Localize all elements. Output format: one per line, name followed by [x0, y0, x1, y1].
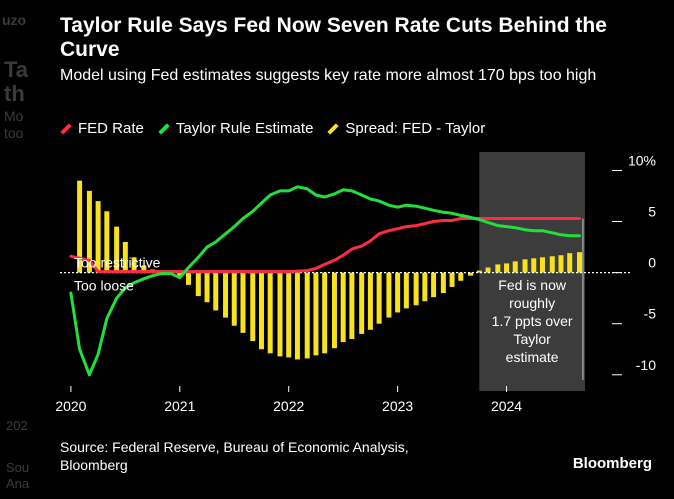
y-tick-label: 5 — [648, 204, 656, 220]
spread-bar — [277, 272, 283, 357]
ghost-subtitle-text: Mo too — [4, 108, 24, 141]
y-tick-label: 10% — [628, 152, 656, 168]
spread-bar — [250, 272, 256, 342]
spread-bar — [331, 272, 337, 349]
spread-bar — [539, 257, 545, 273]
spread-bar — [413, 272, 419, 306]
fed-rate-line — [69, 217, 581, 274]
legend-swatch-fed — [60, 122, 72, 135]
x-tick-label: 2023 — [382, 398, 413, 414]
callout-line: Fed is now — [498, 277, 567, 293]
ghost-tab-text: uzo — [2, 12, 27, 28]
legend-swatch-spread — [327, 122, 340, 135]
spread-bar — [223, 272, 229, 318]
spread-bar — [431, 272, 437, 298]
ghost-axis-text: 202 — [6, 418, 28, 433]
spread-bar — [549, 256, 555, 273]
chart-card: Taylor Rule Says Fed Now Seven Rate Cuts… — [40, 0, 674, 499]
spread-bar — [122, 241, 128, 273]
spread-bar — [340, 272, 346, 343]
spread-bar — [367, 272, 373, 330]
spread-bar — [395, 272, 401, 313]
spread-bar — [422, 272, 428, 302]
legend-label-spread: Spread: FED - Taylor — [345, 120, 486, 137]
spread-bar — [258, 272, 264, 350]
x-tick-label: 2022 — [273, 398, 304, 414]
spread-bar — [114, 226, 120, 273]
spread-bar — [322, 272, 328, 354]
spread-bar — [476, 270, 482, 273]
legend-item-fed-rate: FED Rate — [60, 120, 144, 137]
spread-bar — [231, 272, 237, 326]
source-note: Source: Federal Reserve, Bureau of Econo… — [60, 439, 409, 473]
spread-bar — [186, 272, 192, 285]
spread-bar — [468, 272, 474, 276]
spread-bar — [485, 267, 491, 273]
chart-title: Taylor Rule Says Fed Now Seven Rate Cuts… — [60, 14, 607, 61]
spread-bar — [440, 272, 446, 294]
x-tick-label: 2024 — [491, 398, 522, 414]
spread-bar — [95, 201, 101, 273]
spread-bar — [376, 272, 382, 324]
spread-bar — [313, 272, 319, 356]
spread-bar — [458, 272, 464, 281]
legend-swatch-taylor — [158, 122, 170, 135]
callout-line: 1.7 ppts over — [492, 313, 573, 329]
spread-bar — [495, 264, 501, 273]
y-tick-label: -5 — [644, 306, 657, 322]
spread-bar — [104, 211, 110, 273]
legend-item-spread: Spread: FED - Taylor — [327, 120, 485, 137]
spread-bar — [304, 272, 310, 359]
spread-bar — [349, 272, 355, 340]
spread-bar — [240, 272, 246, 333]
spread-bar — [504, 263, 510, 273]
spread-bar — [267, 272, 273, 354]
callout-line: estimate — [506, 349, 559, 365]
spread-bar — [131, 257, 137, 273]
spread-bar — [213, 272, 219, 311]
chart-legend: FED Rate Taylor Rule Estimate Spread: FE… — [60, 120, 485, 137]
spread-bar — [195, 272, 201, 297]
chart-subtitle: Model using Fed estimates suggests key r… — [60, 67, 597, 84]
callout-line: Taylor — [513, 331, 551, 347]
y-tick-label: 0 — [648, 255, 656, 271]
x-tick-label: 2020 — [55, 398, 86, 414]
spread-bar — [359, 272, 365, 334]
too-restrictive-label: Too restrictive — [74, 255, 161, 271]
bloomberg-logo: Bloomberg — [572, 455, 652, 472]
y-tick-label: -10 — [636, 357, 656, 373]
chart-plot: 10% 5 0 -5 -10 2020 2021 2022 2023 2024 Too rest… — [55, 152, 657, 414]
callout-line: roughly — [509, 295, 555, 311]
spread-bar — [403, 272, 409, 309]
spread-bar — [86, 190, 92, 273]
spread-bar — [567, 253, 573, 273]
spread-bar — [531, 258, 537, 273]
spread-bar — [449, 272, 455, 287]
spread-bar — [294, 272, 300, 360]
too-loose-label: Too loose — [74, 278, 134, 294]
spread-bar — [386, 272, 392, 318]
taylor-rule-line — [69, 185, 581, 377]
spread-bar — [177, 272, 183, 276]
spread-bar — [77, 180, 83, 273]
spread-bar — [577, 252, 583, 273]
spread-bar — [141, 265, 147, 273]
legend-item-taylor: Taylor Rule Estimate — [158, 120, 314, 137]
ghost-title-text: Ta th — [4, 57, 29, 106]
spread-bar — [512, 261, 518, 273]
spread-bar — [558, 255, 564, 273]
spread-bar — [286, 272, 292, 358]
ghost-footer-text: Sou Ana — [6, 460, 30, 491]
x-tick-label: 2021 — [164, 398, 195, 414]
legend-label-taylor: Taylor Rule Estimate — [175, 120, 314, 137]
spread-bar — [204, 272, 210, 303]
legend-label-fed: FED Rate — [78, 120, 144, 137]
spread-bar — [522, 259, 528, 273]
